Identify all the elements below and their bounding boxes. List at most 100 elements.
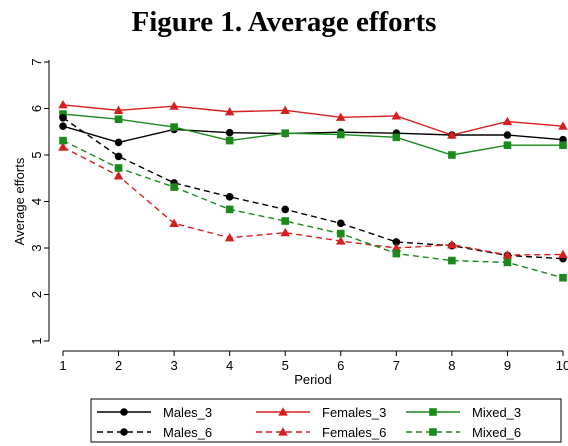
y-tick-label: 4 — [29, 198, 44, 205]
x-tick-label: 1 — [59, 358, 66, 373]
series-line-males-6 — [62, 117, 564, 260]
data-point-mixed-3 — [448, 151, 456, 159]
data-point-mixed-6 — [503, 258, 512, 267]
data-point-mixed-6 — [225, 205, 234, 214]
data-point-females-3 — [502, 116, 513, 126]
data-point-females-6 — [280, 227, 291, 237]
x-tick-label: 6 — [337, 358, 344, 373]
series-line-males-3 — [62, 125, 564, 144]
legend-label: Males_3 — [163, 405, 212, 420]
legend-label: Mixed_6 — [472, 425, 521, 440]
data-point-mixed-6 — [170, 183, 178, 191]
legend-item-females-3: Females_3 — [256, 405, 386, 420]
data-point-females-3 — [169, 101, 179, 110]
legend-swatch-marker — [429, 408, 437, 416]
data-point-mixed-3 — [503, 141, 512, 150]
x-tick-label: 5 — [282, 358, 289, 373]
legend-label: Males_6 — [163, 425, 212, 440]
x-tick-label: 3 — [170, 358, 177, 373]
data-point-females-3 — [447, 130, 457, 139]
legend-swatch-marker — [278, 427, 288, 436]
legend-item-males-6: Males_6 — [97, 425, 212, 440]
x-tick-label: 8 — [448, 358, 455, 373]
data-point-mixed-3 — [114, 115, 123, 123]
legend: Males_3 Females_3 Mixed_3 Males_6 Females_6 M… — [90, 398, 562, 443]
x-tick-label: 7 — [393, 358, 400, 373]
legend-swatch-marker — [278, 407, 288, 416]
data-point-males-6 — [336, 219, 345, 228]
legend-item-males-3: Males_3 — [97, 405, 212, 420]
data-point-mixed-6 — [114, 164, 123, 172]
data-point-mixed-6 — [336, 229, 345, 238]
series-mixed-6 — [59, 136, 567, 282]
legend-label: Females_6 — [322, 425, 386, 440]
data-point-mixed-3 — [336, 130, 345, 139]
data-point-females-6 — [558, 249, 568, 259]
data-point-females-6 — [447, 239, 457, 249]
data-point-males-3 — [59, 122, 67, 130]
data-point-mixed-3 — [392, 133, 401, 142]
legend-label: Mixed_3 — [472, 405, 521, 420]
y-tick-label: 2 — [29, 291, 44, 298]
data-point-mixed-3 — [170, 123, 178, 131]
data-point-males-6 — [281, 205, 290, 214]
data-point-males-6 — [59, 114, 67, 122]
series-layer — [58, 99, 568, 282]
series-females-3 — [58, 99, 568, 139]
data-point-females-6 — [113, 171, 124, 180]
chart-title: Figure 1. Average efforts — [131, 6, 437, 38]
series-mixed-3 — [59, 110, 567, 159]
data-point-mixed-6 — [559, 273, 567, 282]
series-line-mixed-3 — [62, 113, 563, 156]
x-axis-title: Period — [294, 372, 332, 387]
data-point-females-6 — [58, 142, 68, 151]
data-point-mixed-3 — [281, 129, 290, 137]
data-point-females-6 — [335, 236, 346, 245]
series-line-mixed-6 — [62, 139, 564, 279]
data-point-females-3 — [335, 112, 346, 121]
legend-item-females-6: Females_6 — [256, 425, 386, 440]
x-tick-label: 10 — [556, 358, 568, 373]
y-tick-label: 5 — [29, 151, 44, 158]
legend-swatch-marker — [429, 428, 437, 436]
y-tick-label: 3 — [29, 244, 44, 251]
data-point-mixed-3 — [559, 141, 567, 150]
data-point-mixed-6 — [448, 256, 456, 265]
data-point-females-3 — [58, 99, 68, 109]
series-females-6 — [58, 142, 568, 259]
data-point-females-6 — [502, 250, 513, 259]
data-point-males-6 — [114, 152, 123, 161]
data-point-males-3 — [503, 131, 512, 139]
data-point-females-3 — [280, 105, 291, 114]
y-tick-label: 7 — [29, 58, 44, 65]
data-point-females-3 — [391, 111, 402, 120]
x-tick-label: 9 — [504, 358, 511, 373]
data-point-mixed-6 — [59, 136, 67, 145]
data-point-males-6 — [225, 193, 234, 201]
x-tick-label: 4 — [226, 358, 233, 373]
y-tick-label: 6 — [29, 105, 44, 112]
data-point-females-6 — [391, 243, 402, 252]
data-point-males-3 — [114, 138, 123, 147]
axes: 1 2 3 4 5 6 7 1 2 3 4 5 6 7 8 9 10 Period Average efforts — [12, 58, 568, 387]
data-point-males-6 — [392, 238, 401, 246]
series-males-6 — [59, 114, 567, 263]
y-axis-title: Average efforts — [12, 157, 27, 245]
legend-item-mixed-3: Mixed_3 — [406, 405, 521, 420]
data-point-females-6 — [169, 218, 179, 227]
series-line-females-6 — [62, 146, 564, 256]
legend-swatch-marker — [120, 408, 128, 416]
x-tick-label: 2 — [115, 358, 122, 373]
legend-item-mixed-6: Mixed_6 — [406, 425, 521, 440]
legend-label: Females_3 — [322, 405, 386, 420]
data-point-females-6 — [224, 232, 235, 242]
data-point-mixed-6 — [281, 217, 290, 225]
data-point-males-3 — [225, 128, 234, 137]
legend-box — [90, 398, 562, 443]
data-point-mixed-3 — [225, 136, 234, 145]
data-point-females-3 — [558, 121, 568, 130]
data-point-mixed-6 — [392, 249, 401, 258]
series-line-females-3 — [62, 104, 564, 136]
data-point-females-3 — [113, 105, 124, 114]
